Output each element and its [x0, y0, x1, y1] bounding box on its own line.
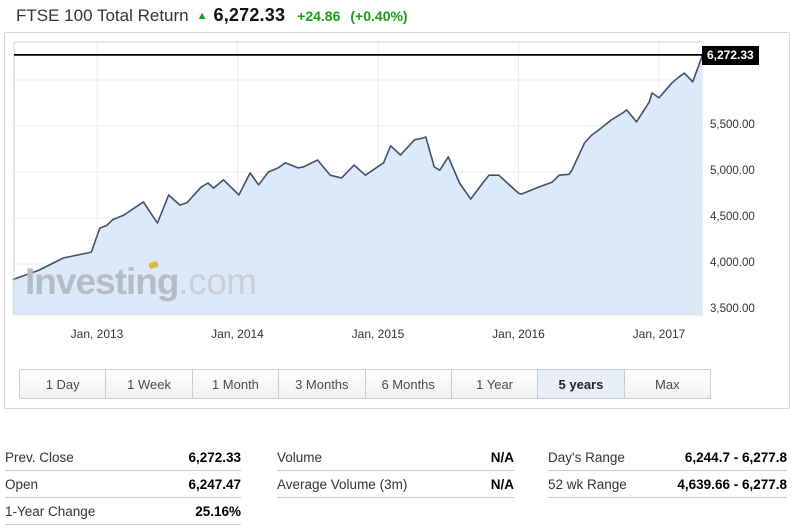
range-button-1-day[interactable]: 1 Day [19, 369, 107, 399]
y-axis-tick: 4,000.00 [710, 257, 755, 269]
watermark-suffix: .com [178, 261, 257, 302]
range-button-1-year[interactable]: 1 Year [450, 369, 539, 399]
stat-label: Open [5, 476, 39, 492]
stat-value: 6,244.7 - 6,277.8 [684, 449, 787, 465]
current-price-tag: 6,272.33 [702, 45, 759, 65]
stat-value: 25.16% [195, 503, 241, 519]
y-axis-tick: 4,500.00 [710, 211, 755, 223]
stat-row-prev-close: Prev. Close 6,272.33 [5, 444, 241, 471]
stat-value: 4,639.66 - 6,277.8 [677, 476, 787, 492]
stat-row-days-range: Day's Range 6,244.7 - 6,277.8 [548, 444, 787, 471]
x-axis-tick: Jan, 2014 [211, 327, 264, 341]
y-axis-tick: 5,500.00 [710, 119, 755, 131]
stats-column-range: Day's Range 6,244.7 - 6,277.8 52 wk Rang… [548, 444, 787, 498]
range-button-3-months[interactable]: 3 Months [278, 369, 366, 399]
y-axis-tick: 5,000.00 [710, 165, 755, 177]
stat-row-average-volume: Average Volume (3m) N/A [277, 471, 514, 498]
stat-row-open: Open 6,247.47 [5, 471, 241, 498]
stats-column-price: Prev. Close 6,272.33 Open 6,247.47 1-Yea… [5, 444, 241, 525]
range-button-max[interactable]: Max [623, 369, 711, 399]
stat-row-1-year-change: 1-Year Change 25.16% [5, 498, 241, 525]
price-change: +24.86 [297, 8, 341, 24]
stat-label: Day's Range [548, 449, 625, 465]
price-chart[interactable] [5, 33, 789, 408]
price-up-arrow-icon: ▲ [196, 10, 208, 22]
watermark-brand: Investing [25, 261, 179, 302]
range-button-1-month[interactable]: 1 Month [191, 369, 280, 399]
last-price: 6,272.33 [213, 5, 286, 25]
x-axis-tick: Jan, 2013 [70, 327, 124, 341]
stat-value: N/A [490, 476, 514, 492]
time-range-selector: 1 Day 1 Week 1 Month 3 Months 6 Months 1… [19, 369, 711, 399]
chart-widget: 5,500.00 5,000.00 4,500.00 4,000.00 3,50… [4, 32, 790, 409]
x-axis-tick: Jan, 2016 [492, 327, 545, 341]
stat-value: 6,247.47 [188, 476, 241, 492]
x-axis-tick: Jan, 2017 [632, 327, 686, 341]
stat-row-volume: Volume N/A [277, 444, 514, 471]
instrument-header: FTSE 100 Total Return ▲ 6,272.33 +24.86 … [16, 5, 408, 26]
stats-column-volume: Volume N/A Average Volume (3m) N/A [277, 444, 514, 498]
stat-label: Average Volume (3m) [277, 476, 408, 492]
y-axis-tick: 3,500.00 [710, 303, 755, 315]
instrument-title: FTSE 100 Total Return [16, 6, 189, 25]
stat-row-52wk-range: 52 wk Range 4,639.66 - 6,277.8 [548, 471, 787, 498]
stat-value: 6,272.33 [188, 449, 241, 465]
investing-com-watermark: Investing.com [25, 260, 257, 302]
range-button-1-week[interactable]: 1 Week [105, 369, 193, 399]
price-change-percent: (+0.40%) [350, 8, 408, 24]
stat-label: Volume [277, 449, 323, 465]
stat-label: Prev. Close [5, 449, 74, 465]
range-button-6-months[interactable]: 6 Months [364, 369, 452, 399]
stat-label: 1-Year Change [5, 503, 96, 519]
stat-value: N/A [490, 449, 514, 465]
range-button-5-years[interactable]: 5 years [537, 369, 625, 399]
x-axis-tick: Jan, 2015 [351, 327, 405, 341]
stat-label: 52 wk Range [548, 476, 627, 492]
